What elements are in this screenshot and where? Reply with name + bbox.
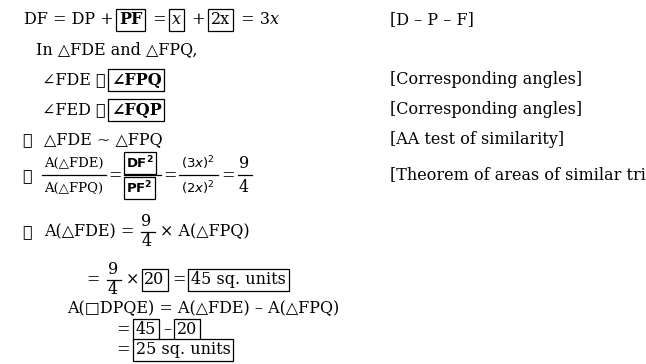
Text: $\mathbf{DF^2}$: $\mathbf{DF^2}$	[126, 155, 154, 171]
Text: 4: 4	[141, 233, 152, 250]
Text: △FDE ~ △FPQ: △FDE ~ △FPQ	[44, 131, 163, 149]
Text: =: =	[163, 167, 176, 184]
Text: 45 sq. units: 45 sq. units	[191, 272, 286, 289]
Text: A(△FDE) =: A(△FDE) =	[44, 223, 140, 241]
Text: =: =	[109, 167, 122, 184]
Text: = 3: = 3	[236, 12, 270, 28]
Text: ∴: ∴	[22, 167, 32, 184]
Text: =: =	[172, 272, 191, 289]
Text: [AA test of similarity]: [AA test of similarity]	[390, 131, 564, 149]
Text: ∠FDE ≅: ∠FDE ≅	[42, 71, 110, 88]
Text: 20: 20	[177, 321, 198, 339]
Text: 2x: 2x	[211, 12, 230, 28]
Text: x: x	[172, 12, 181, 28]
Text: +: +	[187, 12, 211, 28]
Text: ∠FED ≅: ∠FED ≅	[42, 102, 110, 119]
Text: A(△FPQ): A(△FPQ)	[44, 182, 103, 194]
Text: 9: 9	[108, 261, 118, 278]
Text: 9: 9	[239, 154, 249, 171]
Text: =: =	[148, 12, 172, 28]
Text: 4: 4	[108, 281, 118, 298]
Text: A(△FDE): A(△FDE)	[44, 157, 103, 170]
Text: $\mathbf{PF^2}$: $\mathbf{PF^2}$	[126, 180, 152, 196]
Text: In △FDE and △FPQ,: In △FDE and △FPQ,	[36, 41, 198, 59]
Text: PF: PF	[119, 12, 142, 28]
Text: –: –	[164, 321, 177, 339]
Text: × A(△FPQ): × A(△FPQ)	[160, 223, 249, 241]
Text: 20: 20	[144, 272, 165, 289]
Text: [Theorem of areas of similar triangles]: [Theorem of areas of similar triangles]	[390, 167, 646, 184]
Text: ×: ×	[126, 272, 144, 289]
Text: ∴: ∴	[22, 223, 32, 241]
Text: [Corresponding angles]: [Corresponding angles]	[390, 71, 582, 88]
Text: =: =	[87, 272, 106, 289]
Text: [Corresponding angles]: [Corresponding angles]	[390, 102, 582, 119]
Text: DF = DP +: DF = DP +	[24, 12, 119, 28]
Text: $(2x)^2$: $(2x)^2$	[181, 179, 214, 197]
Text: =: =	[117, 321, 136, 339]
Text: ∠FPQ: ∠FPQ	[110, 71, 162, 88]
Text: 9: 9	[141, 214, 152, 230]
Text: x: x	[270, 12, 279, 28]
Text: ∴: ∴	[22, 131, 32, 149]
Text: 4: 4	[239, 179, 249, 197]
Text: ∠FQP: ∠FQP	[110, 102, 162, 119]
Text: $(3x)^2$: $(3x)^2$	[181, 154, 214, 172]
Text: 25 sq. units: 25 sq. units	[136, 341, 231, 359]
Text: 45: 45	[136, 321, 156, 339]
Text: A(□DPQE) = A(△FDE) – A(△FPQ): A(□DPQE) = A(△FDE) – A(△FPQ)	[67, 301, 339, 317]
Text: [D – P – F]: [D – P – F]	[390, 12, 474, 28]
Text: =: =	[117, 341, 136, 359]
Text: =: =	[221, 167, 234, 184]
